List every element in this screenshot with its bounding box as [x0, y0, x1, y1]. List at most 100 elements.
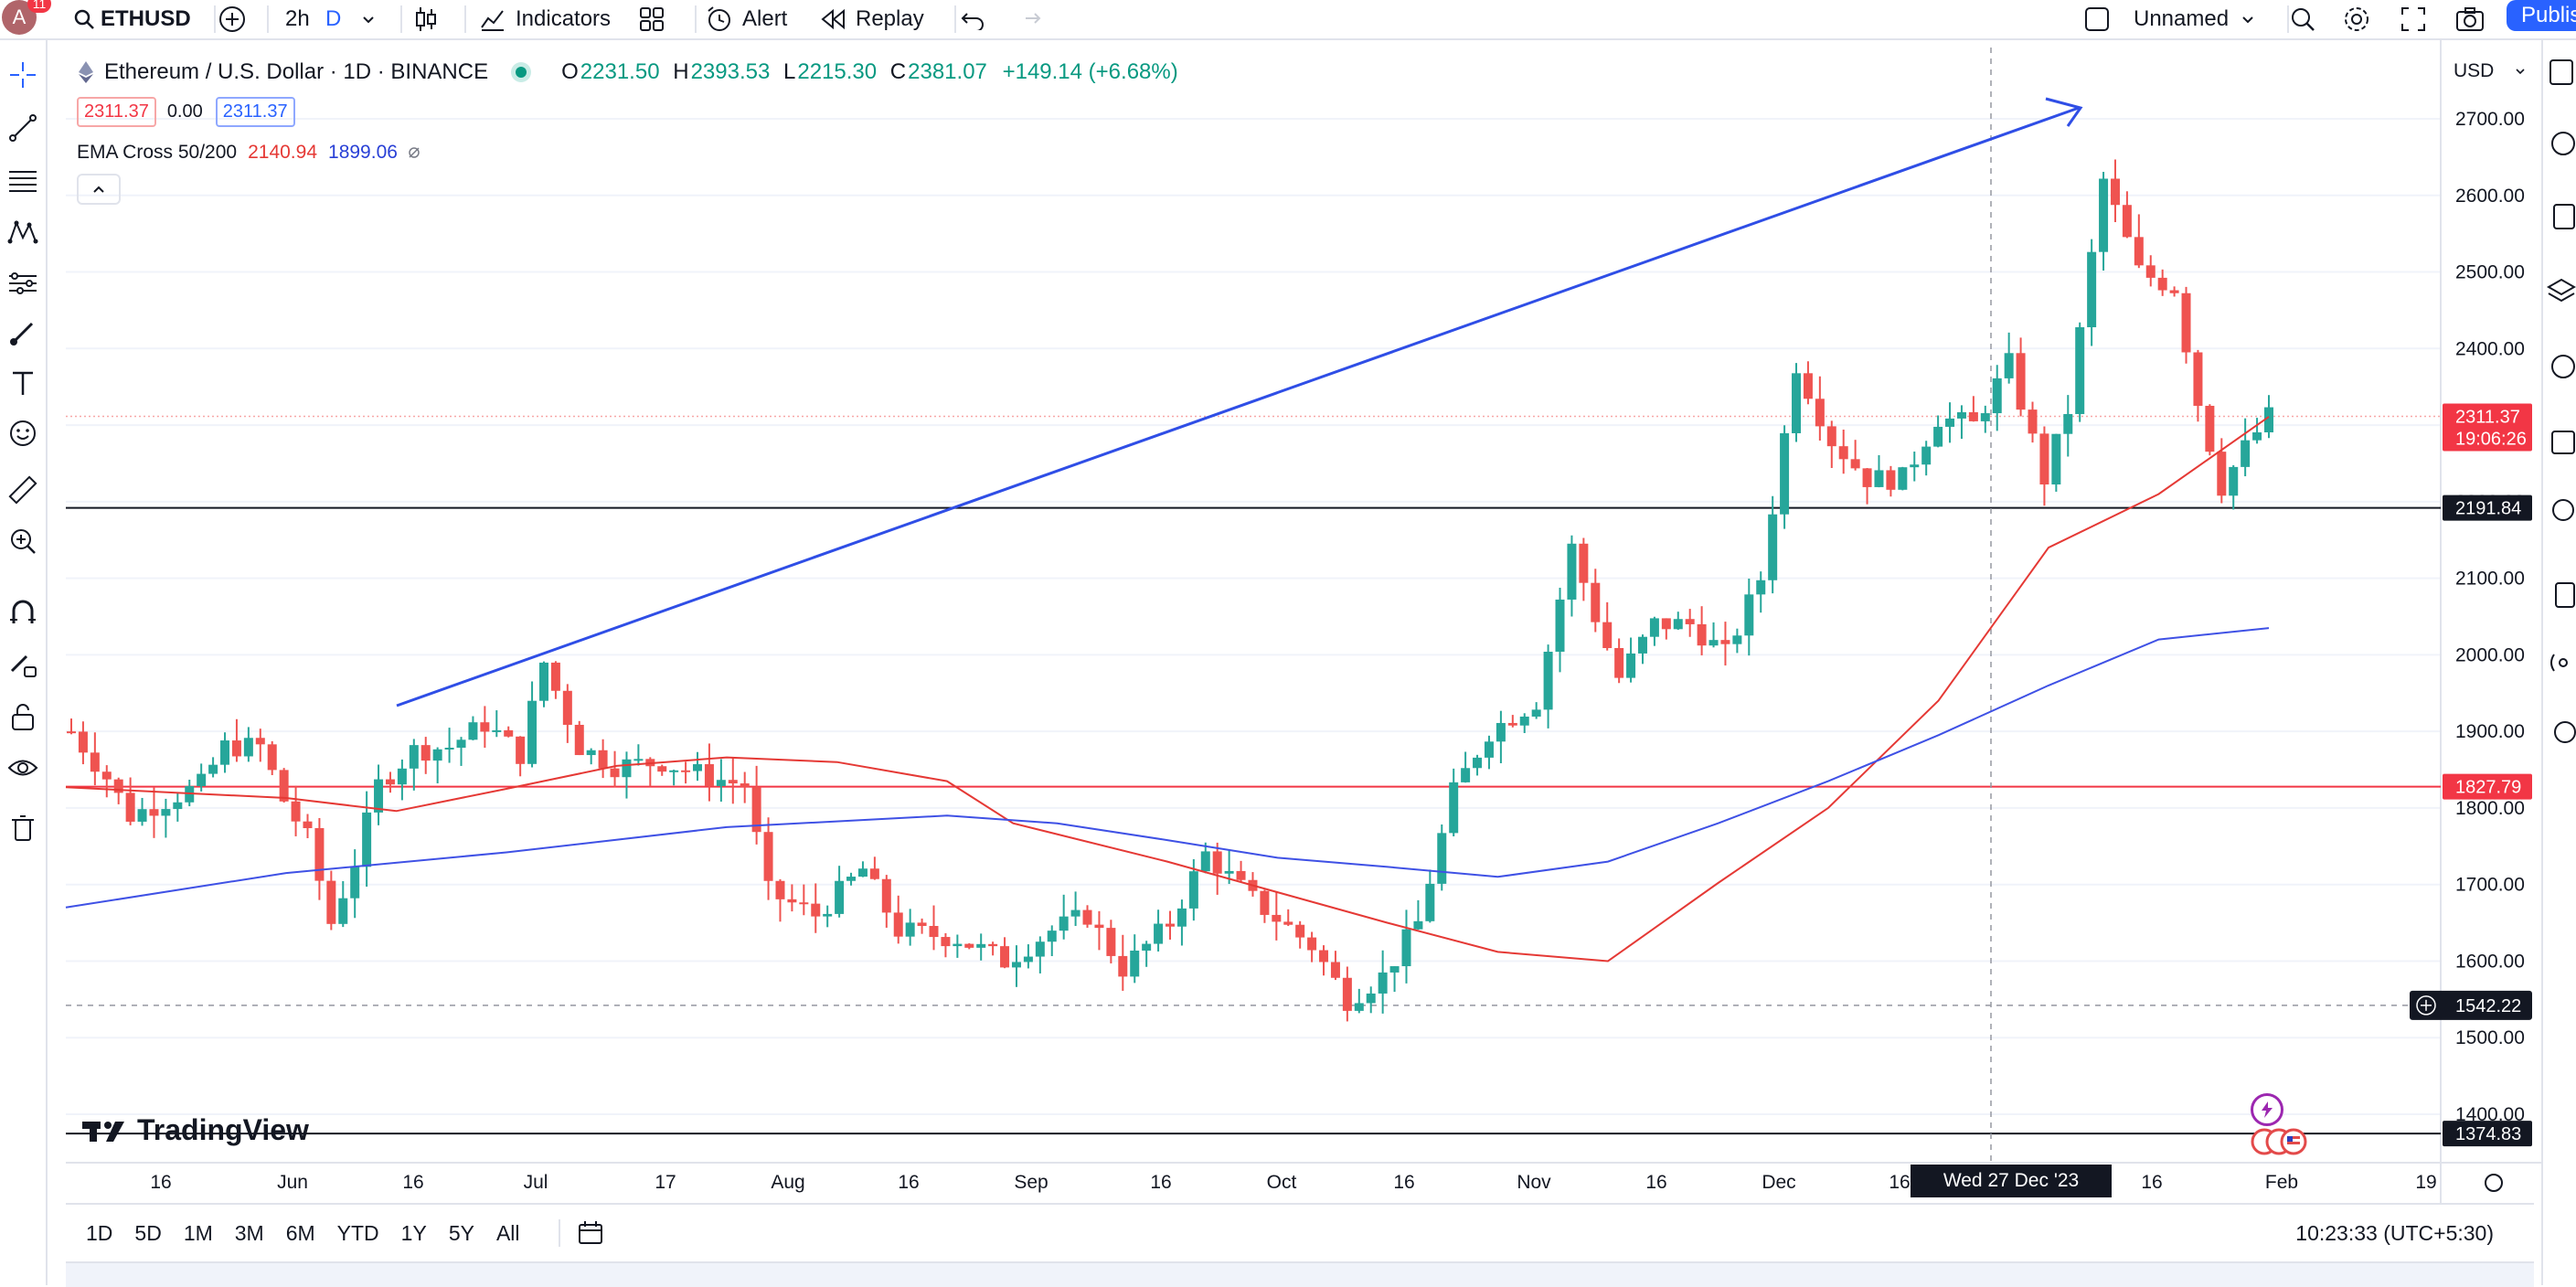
measure-tool[interactable] — [5, 472, 41, 508]
candle-body — [1780, 432, 1790, 515]
trendline-tool[interactable] — [5, 110, 41, 146]
crosshair-tool[interactable] — [5, 57, 41, 93]
redo-icon — [1026, 13, 1041, 24]
emoji-tool[interactable] — [5, 415, 41, 452]
chat-icon[interactable] — [2545, 495, 2576, 526]
range-button-ytd[interactable]: YTD — [336, 1220, 379, 1245]
alarm-clock-icon — [708, 6, 730, 31]
chevron-down-icon — [363, 16, 374, 24]
time-tick-label: Aug — [771, 1172, 804, 1193]
high-value: 2393.53 — [690, 59, 771, 84]
notes-icon[interactable] — [2545, 580, 2576, 611]
candle-body — [1224, 870, 1234, 874]
range-button-5d[interactable]: 5D — [134, 1220, 162, 1245]
candle-body — [2004, 353, 2014, 378]
range-button-1m[interactable]: 1M — [183, 1220, 213, 1245]
pattern-icon — [7, 220, 38, 244]
compare-symbol-button[interactable] — [218, 0, 247, 38]
settings-button[interactable] — [2342, 0, 2371, 38]
candle-body — [2122, 205, 2132, 238]
notification-badge: 11 — [27, 0, 51, 13]
event-lightning-icon[interactable] — [2251, 1093, 2283, 1126]
clock-icon[interactable] — [2545, 351, 2576, 382]
snapshot-button[interactable] — [2455, 0, 2485, 38]
hide-drawings-tool[interactable] — [5, 750, 41, 786]
timezone-clock[interactable]: 10:23:33 (UTC+5:30) — [2295, 1220, 2494, 1245]
alert-button[interactable]: Alert — [706, 0, 787, 38]
range-button-1d[interactable]: 1D — [86, 1220, 113, 1245]
forecast-tool[interactable] — [5, 265, 41, 302]
candle-body — [704, 764, 714, 786]
layout-name-button[interactable]: Unnamed — [2134, 0, 2256, 38]
candle-body — [267, 744, 277, 771]
lock-drawings-tool[interactable] — [5, 698, 41, 735]
magnet-tool[interactable] — [5, 594, 41, 631]
fib-tool[interactable] — [5, 163, 41, 199]
currency-select[interactable]: USD — [2441, 53, 2532, 90]
buy-price-box[interactable]: 2311.37 — [215, 96, 295, 127]
ideas-icon[interactable] — [2545, 201, 2576, 232]
remove-drawings-tool[interactable] — [5, 810, 41, 846]
ema200-line[interactable] — [65, 627, 2270, 909]
interval-favorite-d[interactable]: D — [325, 0, 341, 38]
axis-settings-gear-icon[interactable] — [2485, 1174, 2503, 1192]
candle-body — [2028, 410, 2038, 434]
candle-body — [1484, 741, 1494, 758]
chart-type-button[interactable] — [413, 0, 439, 38]
economic-events-icons[interactable] — [2251, 1128, 2307, 1155]
fullscreen-button[interactable] — [2400, 0, 2426, 38]
range-button-all[interactable]: All — [495, 1220, 520, 1245]
text-tool[interactable] — [5, 366, 41, 402]
sell-price-box[interactable]: 2311.37 — [77, 96, 156, 127]
watchlist-icon[interactable] — [2545, 57, 2576, 88]
smiley-icon — [10, 420, 36, 446]
layout-checkbox[interactable] — [2084, 0, 2110, 38]
symbol-title[interactable]: Ethereum / U.S. Dollar · 1D · BINANCE — [104, 59, 489, 84]
indicator-name[interactable]: EMA Cross 50/200 — [77, 142, 238, 163]
layers-icon[interactable] — [2545, 276, 2576, 307]
candle-body — [953, 943, 963, 947]
ema50-line[interactable] — [65, 416, 2270, 963]
range-button-5y[interactable]: 5Y — [448, 1220, 474, 1245]
tradingview-logo[interactable]: TradingView — [82, 1113, 309, 1147]
templates-button[interactable] — [638, 0, 665, 38]
open-label: O — [561, 59, 579, 84]
interval-button[interactable]: 2h — [285, 0, 310, 38]
candle-body — [516, 736, 526, 764]
candle-body — [976, 943, 986, 948]
price-chart[interactable]: 2700.002600.002500.002400.002300.002200.… — [0, 0, 2541, 1203]
range-button-3m[interactable]: 3M — [234, 1220, 264, 1245]
calendar-icon[interactable] — [2545, 426, 2576, 457]
indicators-icon — [481, 10, 504, 31]
goto-date-icon[interactable] — [577, 1219, 604, 1247]
divider — [267, 5, 269, 33]
undo-button[interactable] — [960, 0, 985, 38]
trend-arrow-line[interactable] — [396, 106, 2080, 707]
zoom-in-tool[interactable] — [5, 523, 41, 559]
symbol-search-button[interactable]: ETHUSD — [73, 0, 191, 38]
candle-body — [397, 768, 407, 785]
indicators-button[interactable]: Indicators — [479, 0, 611, 38]
interval-dropdown[interactable] — [360, 0, 377, 38]
alerts-clock-icon[interactable] — [2545, 128, 2576, 159]
help-icon[interactable] — [2545, 717, 2576, 748]
quick-search-button[interactable] — [2289, 0, 2316, 38]
collapse-legend-button[interactable] — [77, 174, 121, 205]
ema200-value: 1899.06 — [328, 142, 398, 163]
candle-body — [1413, 920, 1423, 930]
layout-name: Unnamed — [2134, 6, 2230, 31]
divider — [464, 5, 466, 33]
pattern-tool[interactable] — [5, 214, 41, 250]
replay-button[interactable]: Replay — [821, 0, 924, 38]
broadcast-icon[interactable] — [2545, 647, 2576, 678]
range-button-1y[interactable]: 1Y — [400, 1220, 427, 1245]
range-button-6m[interactable]: 6M — [285, 1220, 315, 1245]
candle-body — [1378, 972, 1388, 994]
publish-button[interactable]: Publis — [2507, 0, 2576, 31]
time-tick-label: Sep — [1014, 1172, 1048, 1193]
candle-body — [161, 809, 171, 816]
redo-button[interactable] — [1017, 0, 1042, 38]
add-alert-plus-icon[interactable] — [2416, 995, 2436, 1016]
brush-tool[interactable] — [5, 314, 41, 351]
drawing-mode-tool[interactable] — [5, 647, 41, 684]
